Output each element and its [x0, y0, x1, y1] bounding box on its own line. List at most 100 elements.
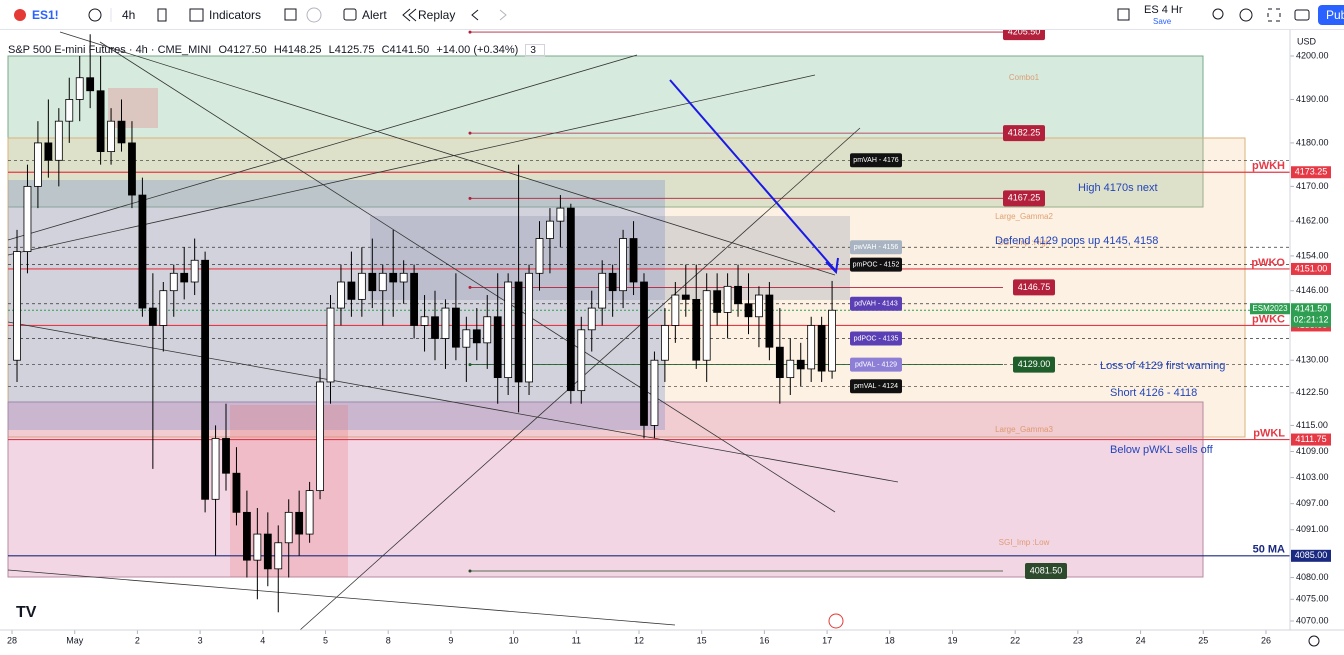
- profile-tag-bg: [850, 296, 902, 311]
- candle-body: [337, 281, 345, 309]
- alert-button[interactable]: Alert: [362, 8, 387, 22]
- candle-body: [660, 325, 669, 361]
- x-tick-label: 8: [386, 635, 391, 645]
- events-icon[interactable]: [828, 613, 844, 629]
- candle-body: [54, 120, 63, 161]
- search-icon[interactable]: [1212, 8, 1224, 20]
- candle-body: [284, 511, 293, 544]
- chart: pWKH pWKO pWKC pWKL 50 MA pmVAH - 4176 pwVAH -…: [0, 30, 1344, 647]
- replay-icon[interactable]: [402, 8, 417, 22]
- profile-tag: pdPOC - 4135: [854, 335, 899, 342]
- candle-body: [128, 142, 136, 196]
- dropdown-icon[interactable]: [306, 7, 322, 23]
- layout-name[interactable]: ES 4 Hr: [1144, 4, 1183, 16]
- price-tag: 4167.25: [1008, 193, 1041, 203]
- legend-low: L4125.75: [328, 44, 375, 56]
- candle-body: [619, 238, 627, 292]
- candle-body: [44, 142, 53, 161]
- countdown: 02:21:12: [1293, 315, 1328, 325]
- layout-icon[interactable]: [1117, 8, 1130, 21]
- candle-body: [410, 272, 419, 326]
- currency[interactable]: USD: [1297, 36, 1317, 46]
- candle-body: [702, 290, 711, 361]
- y-tick-label: 4091.00: [1296, 524, 1329, 534]
- axis-settings-icon[interactable]: [1308, 635, 1320, 647]
- candle-body: [723, 285, 732, 313]
- add-symbol-icon[interactable]: [88, 8, 102, 22]
- trend-line: [7, 569, 676, 626]
- candle-body: [399, 272, 408, 283]
- annotation: Defend 4129 pops up 4145, 4158: [995, 235, 1158, 247]
- trend-line: [7, 54, 638, 241]
- candle-body: [65, 99, 74, 122]
- legend-high: H4148.25: [273, 44, 322, 56]
- annotation: High 4170s next: [1078, 182, 1158, 194]
- redo-icon[interactable]: [499, 9, 507, 21]
- candle-body: [420, 316, 429, 326]
- candle-body: [608, 272, 617, 292]
- level-note: SGI_Imp :Low: [999, 538, 1050, 547]
- candle-body: [828, 309, 836, 372]
- candle-body: [535, 238, 544, 274]
- y-tick-label: 4146.00: [1296, 285, 1329, 295]
- chart-type-icon[interactable]: [157, 8, 167, 22]
- candle-body: [525, 272, 533, 383]
- indicators-button[interactable]: Indicators: [209, 8, 262, 22]
- y-tick-label: 4080.00: [1296, 572, 1329, 582]
- candle-body: [138, 194, 147, 309]
- replay-button[interactable]: Replay: [418, 8, 456, 22]
- candle-body: [713, 290, 722, 313]
- interval[interactable]: 4h: [122, 8, 136, 22]
- x-tick-label: 26: [1261, 635, 1271, 645]
- undo-icon[interactable]: [471, 9, 479, 21]
- level-price: 4111.75: [1295, 434, 1326, 444]
- trend-line: [59, 31, 836, 276]
- candle-body: [326, 307, 335, 383]
- toolbar: ES1! 4h Indicators Alert Replay ES 4 Hr …: [0, 0, 1344, 30]
- symbol[interactable]: ES1!: [32, 8, 59, 22]
- level-price-bg: [1291, 549, 1331, 562]
- publish-button[interactable]: Pub: [1326, 8, 1344, 22]
- candle-body: [431, 316, 439, 339]
- legend-change: +14.00 (+0.34%): [436, 44, 519, 56]
- fullscreen-icon[interactable]: [1267, 8, 1281, 22]
- price-tag: 4205.50: [1008, 30, 1041, 36]
- x-tick-label: 24: [1136, 635, 1146, 645]
- x-tick-label: 17: [822, 635, 832, 645]
- y-tick-label: 4130.00: [1296, 355, 1329, 365]
- level-name: pWKC: [1252, 313, 1285, 325]
- x-tick-label: 9: [448, 635, 453, 645]
- candle-body: [211, 438, 220, 500]
- price-tag: 4182.25: [1008, 128, 1041, 138]
- y-tick-label: 4070.00: [1296, 615, 1329, 625]
- candle-body: [451, 307, 460, 348]
- publish-button-bg[interactable]: [1318, 5, 1344, 25]
- price-tag-anchor: [468, 569, 472, 573]
- candle-body: [180, 272, 189, 283]
- candle-body: [253, 533, 262, 561]
- templates-icon[interactable]: [284, 8, 297, 21]
- price-tag-bg: [1013, 356, 1055, 373]
- current-price: 4141.50: [1295, 304, 1328, 314]
- price-tag-anchor: [468, 131, 472, 135]
- price-tag-bg: [1003, 30, 1045, 41]
- y-tick-label: 4075.00: [1296, 594, 1329, 604]
- candle-body: [190, 259, 199, 283]
- y-tick-label: 4097.00: [1296, 498, 1329, 508]
- indicator-toggle[interactable]: 3: [525, 44, 545, 57]
- profile-tag-bg: [850, 257, 902, 272]
- candle-body: [493, 316, 502, 379]
- settings-icon[interactable]: [1239, 8, 1253, 22]
- candle-body: [483, 316, 492, 344]
- x-tick-label: 11: [572, 635, 581, 645]
- indicators-icon[interactable]: [189, 8, 204, 22]
- alert-icon[interactable]: [343, 8, 357, 21]
- candle-body: [734, 285, 742, 305]
- level-note: SGI_Imp :High: [998, 238, 1050, 247]
- candle-body: [347, 281, 356, 300]
- y-tick-label: 4115.00: [1296, 420, 1328, 430]
- symbol-icon: [14, 9, 26, 21]
- candle-body: [681, 294, 690, 300]
- snapshot-icon[interactable]: [1294, 9, 1310, 21]
- price-tag-anchor: [468, 196, 472, 200]
